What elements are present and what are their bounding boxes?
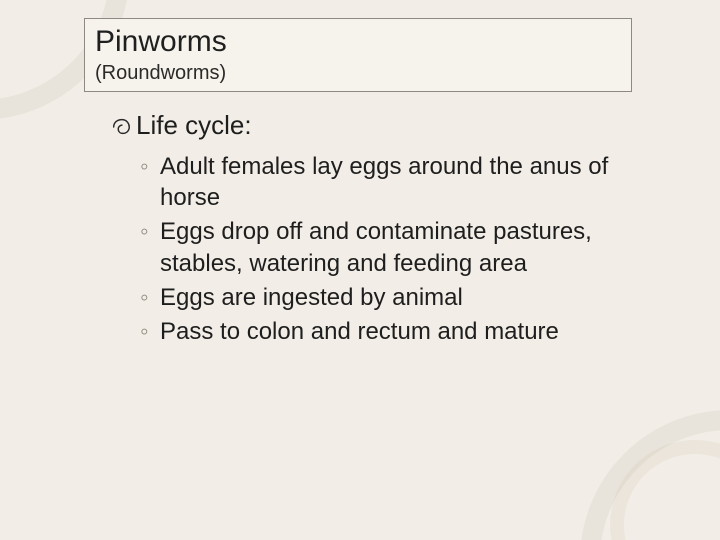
bullet-item: Life cycle: (110, 110, 670, 141)
sub-bullet-marker: ◦ (140, 316, 160, 347)
sub-bullet-marker: ◦ (140, 216, 160, 247)
decoration-ring-bottom-right (580, 410, 720, 540)
sub-bullet-text: Adult females lay eggs around the anus o… (160, 151, 670, 213)
swirl-bullet-icon (110, 116, 132, 138)
sub-bullet-marker: ◦ (140, 151, 160, 182)
sub-bullet-marker: ◦ (140, 282, 160, 313)
sub-bullet-text: Eggs are ingested by animal (160, 282, 670, 313)
bullet-text: Life cycle: (136, 110, 252, 141)
title-box: Pinworms (Roundworms) (84, 18, 632, 92)
sub-bullet-list: ◦ Adult females lay eggs around the anus… (140, 151, 670, 347)
list-item: ◦ Pass to colon and rectum and mature (140, 316, 670, 347)
decoration-ring-bottom-right-inner (610, 440, 720, 540)
list-item: ◦ Adult females lay eggs around the anus… (140, 151, 670, 213)
slide-subtitle: (Roundworms) (95, 62, 621, 85)
sub-bullet-text: Pass to colon and rectum and mature (160, 316, 670, 347)
content-area: Life cycle: ◦ Adult females lay eggs aro… (110, 110, 670, 350)
list-item: ◦ Eggs are ingested by animal (140, 282, 670, 313)
slide-title: Pinworms (95, 25, 621, 60)
list-item: ◦ Eggs drop off and contaminate pastures… (140, 216, 670, 278)
sub-bullet-text: Eggs drop off and contaminate pastures, … (160, 216, 670, 278)
